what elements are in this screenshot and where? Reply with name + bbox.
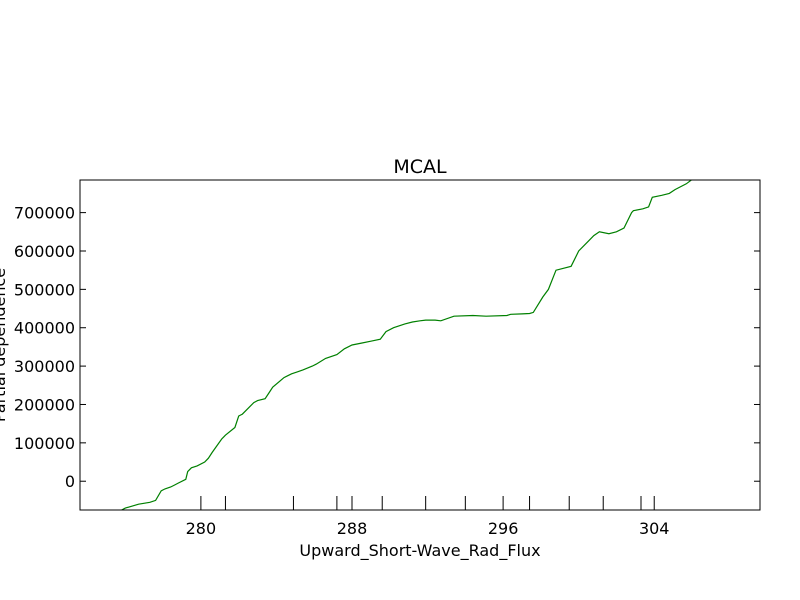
y-axis-title: Partial dependence	[0, 268, 9, 422]
series-line	[121, 180, 693, 510]
chart-title: MCAL	[393, 156, 447, 178]
y-tick-label: 400000	[14, 319, 75, 338]
x-tick-label: 288	[337, 519, 368, 538]
y-tick-label: 300000	[14, 357, 75, 376]
x-tick-label: 304	[639, 519, 670, 538]
plot-frame	[79, 179, 761, 511]
y-tick-label: 700000	[14, 204, 75, 223]
x-tick-label: 296	[488, 519, 519, 538]
y-tick-label: 600000	[14, 242, 75, 261]
ticks-layer: 280 288 296 304 0 100000 200000 300000 400000 500…	[14, 204, 760, 538]
x-axis-title: Upward_Short-Wave_Rad_Flux	[299, 541, 540, 561]
plot-layer	[121, 180, 693, 510]
y-tick-label: 500000	[14, 280, 75, 299]
y-tick-label: 100000	[14, 434, 75, 453]
y-tick-label: 0	[65, 472, 75, 491]
y-tick-label: 200000	[14, 395, 75, 414]
x-tick-label: 280	[186, 519, 217, 538]
